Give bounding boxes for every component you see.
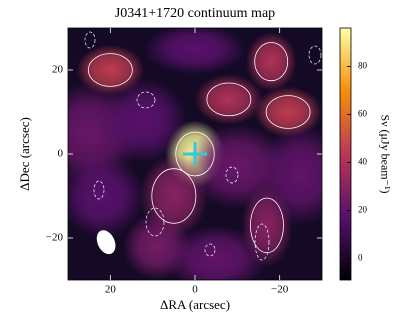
x-axis-label: ΔRA (arcsec) xyxy=(160,297,230,312)
colorbar-tick-label: 40 xyxy=(358,156,368,166)
source xyxy=(144,28,246,75)
y-tick-label: 0 xyxy=(58,148,64,160)
colorbar-tick-label: 20 xyxy=(358,204,368,214)
source xyxy=(245,32,297,91)
x-tick-label: 0 xyxy=(192,284,198,296)
y-axis-label: ΔDec (arcsec) xyxy=(17,117,32,191)
source xyxy=(68,154,145,238)
contour xyxy=(151,168,197,224)
colorbar-tick-label: 60 xyxy=(358,108,368,118)
source xyxy=(254,86,322,138)
y-tick-label: 20 xyxy=(52,64,64,76)
map xyxy=(68,28,322,280)
y-tick-label: −20 xyxy=(46,232,64,244)
contour xyxy=(254,42,289,82)
source xyxy=(165,225,267,280)
chart-title: J0341+1720 continuum map xyxy=(115,6,275,21)
x-tick-label: −20 xyxy=(271,284,289,296)
contour xyxy=(265,95,311,129)
source xyxy=(195,74,263,125)
colorbar-tick-label: 0 xyxy=(358,252,363,262)
source xyxy=(101,78,187,163)
contour xyxy=(250,197,284,254)
contour xyxy=(87,53,133,87)
colorbar xyxy=(339,27,352,281)
beam xyxy=(96,230,116,255)
source xyxy=(258,124,322,226)
colorbar-tick-label: 80 xyxy=(358,60,368,70)
contour xyxy=(206,82,252,117)
x-tick-label: 20 xyxy=(105,284,117,296)
negative-contours xyxy=(84,31,322,261)
contour xyxy=(175,131,215,177)
colorbar-label: Sν (μJy beam⁻¹) xyxy=(378,114,392,193)
